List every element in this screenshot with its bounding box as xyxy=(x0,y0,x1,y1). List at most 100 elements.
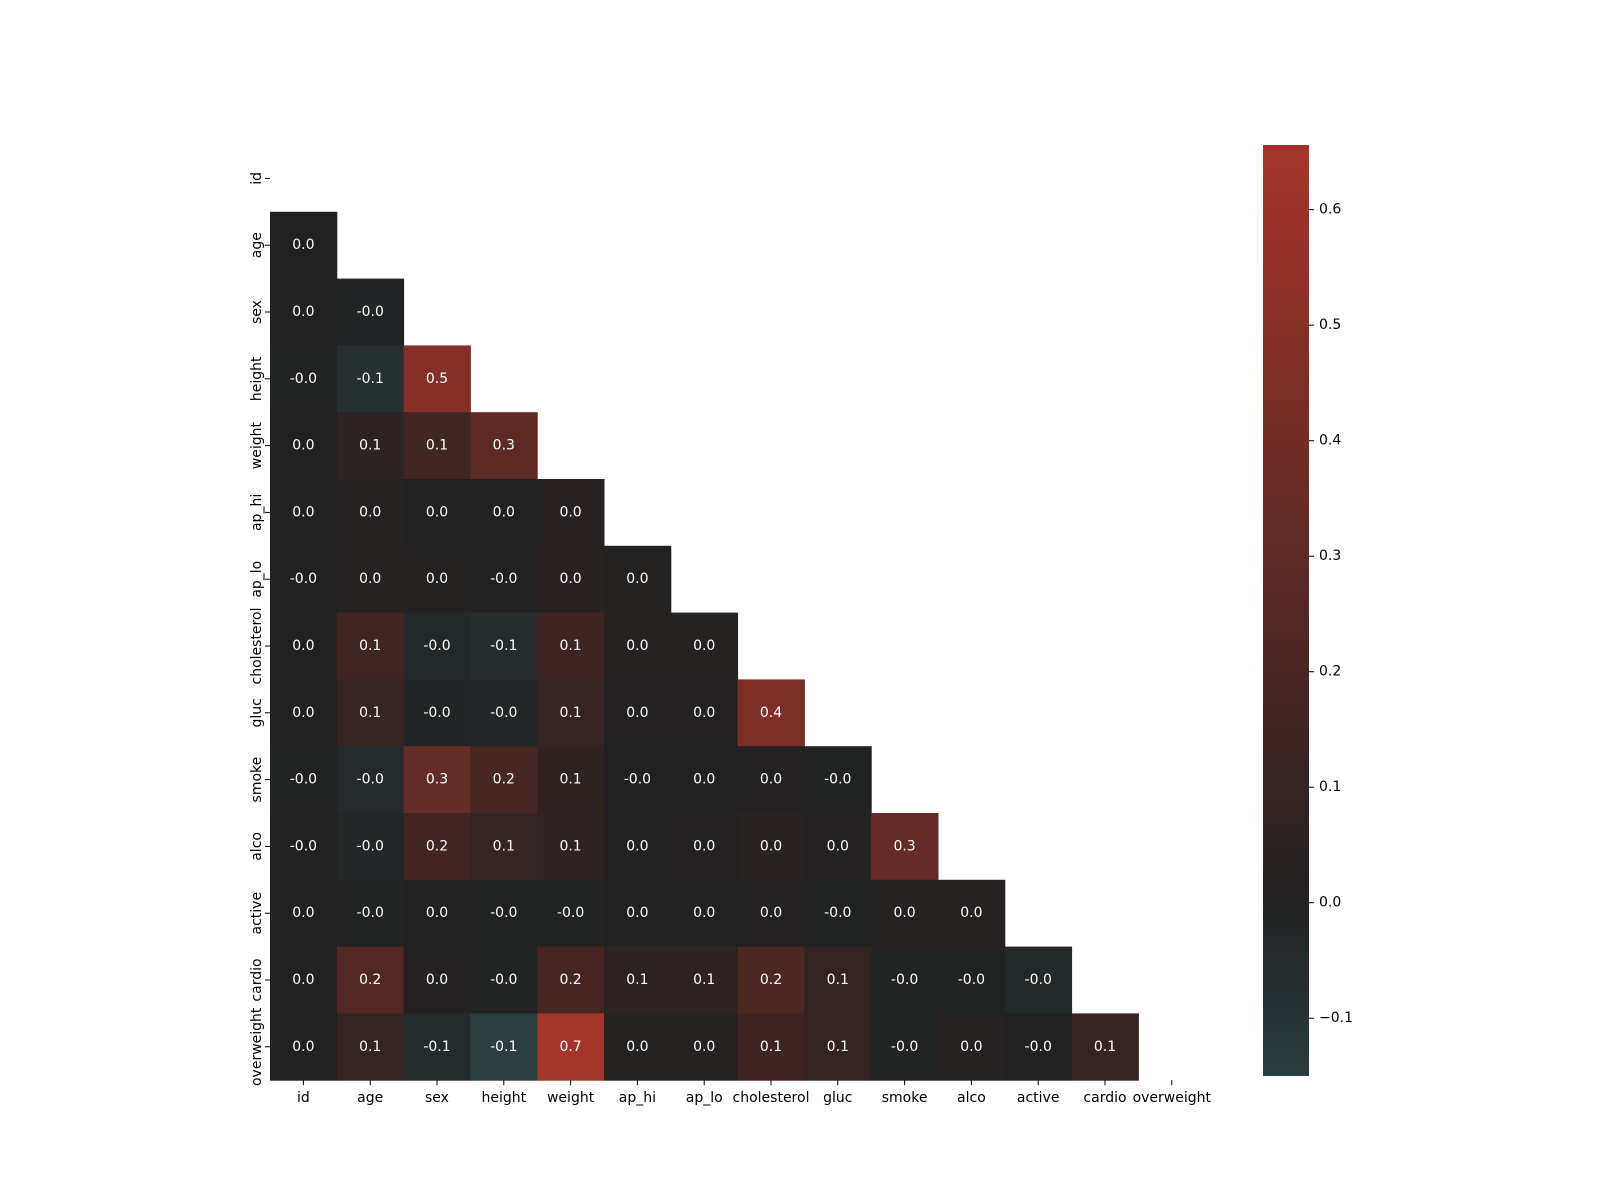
y-tick-label-ap_lo: ap_lo xyxy=(249,561,265,598)
cell-value-label: 0.0 xyxy=(626,705,648,721)
heatmap-cell-alco-smoke xyxy=(871,813,939,881)
cell-value-label: 0.0 xyxy=(426,905,448,921)
cell-value-label: 0.0 xyxy=(626,1039,648,1055)
x-tick-label-alco: alco xyxy=(957,1090,986,1106)
cell-value-label: -0.0 xyxy=(958,972,985,988)
heatmap-cell-overweight-gluc xyxy=(804,1013,872,1081)
cell-value-label: 0.0 xyxy=(760,772,782,788)
cell-value-label: 0.0 xyxy=(626,838,648,854)
heatmap-cell-cardio-weight xyxy=(537,946,605,1014)
heatmap-cell-alco-weight xyxy=(537,813,605,881)
cell-value-label: 0.3 xyxy=(493,438,515,454)
y-tick-label-age: age xyxy=(249,232,265,258)
cell-value-label: -0.0 xyxy=(290,772,317,788)
heatmap-cell-cardio-active xyxy=(1004,946,1073,1014)
cell-value-label: 0.3 xyxy=(426,772,448,788)
cell-value-label: 0.3 xyxy=(893,838,915,854)
heatmap-cell-gluc-age xyxy=(336,679,405,747)
colorbar-tick-label: 0.3 xyxy=(1319,548,1341,564)
heatmap-cell-smoke-gluc xyxy=(804,746,872,814)
y-tick-label-smoke: smoke xyxy=(249,757,265,803)
cell-value-label: 0.0 xyxy=(693,638,715,654)
cell-value-label: 0.0 xyxy=(359,571,381,587)
heatmap-cell-cardio-ap_lo xyxy=(670,946,739,1014)
cell-value-label: 0.0 xyxy=(693,838,715,854)
colorbar: −0.1 0.0 0.1 0.2 0.3 0.4 0.5 0.6 xyxy=(1263,145,1353,1076)
heatmap-cell-gluc-sex xyxy=(403,679,471,747)
cell-value-label: 0.0 xyxy=(292,638,314,654)
heatmap-cell-gluc-weight xyxy=(537,679,605,747)
x-tick-label-cardio: cardio xyxy=(1083,1090,1126,1106)
cell-value-label: 0.0 xyxy=(693,1039,715,1055)
heatmap-cell-cholesterol-weight xyxy=(537,612,605,680)
heatmap-cell-active-sex xyxy=(403,879,471,948)
cell-value-label: 0.2 xyxy=(426,838,448,854)
heatmap-cell-cardio-smoke xyxy=(871,946,939,1014)
cell-value-label: -0.0 xyxy=(490,905,517,921)
cell-value-label: 0.0 xyxy=(292,504,314,520)
heatmap-cell-cardio-id xyxy=(270,946,338,1014)
y-tick-label-height: height xyxy=(249,356,265,401)
heatmap-cell-cholesterol-ap_lo xyxy=(670,612,739,680)
cell-value-label: -0.1 xyxy=(490,638,517,654)
y-tick-label-cholesterol: cholesterol xyxy=(249,608,265,685)
x-tick-label-ap_lo: ap_lo xyxy=(686,1090,723,1106)
cell-value-label: 0.0 xyxy=(292,438,314,454)
cell-value-label: -0.0 xyxy=(1025,1039,1052,1055)
heatmap-cell-cholesterol-ap_hi xyxy=(604,612,672,680)
heatmap-cell-overweight-smoke xyxy=(871,1013,939,1081)
y-tick-label-gluc: gluc xyxy=(249,698,265,727)
cell-value-label: 0.0 xyxy=(559,571,581,587)
heatmap-cell-alco-ap_lo xyxy=(670,813,739,881)
cell-value-label: 0.1 xyxy=(693,972,715,988)
y-tick-label-alco: alco xyxy=(249,832,265,861)
cell-value-label: -0.0 xyxy=(490,972,517,988)
heatmap-cell-ap_hi-height xyxy=(470,479,538,547)
cell-value-label: -0.0 xyxy=(891,972,918,988)
cell-value-label: -0.0 xyxy=(891,1039,918,1055)
cell-value-label: 0.0 xyxy=(626,905,648,921)
cell-value-label: 0.0 xyxy=(626,571,648,587)
cell-value-label: 0.1 xyxy=(626,972,648,988)
heatmap-cell-cardio-age xyxy=(336,946,405,1014)
heatmap-cell-active-gluc xyxy=(804,879,872,948)
heatmap-cell-ap_lo-height xyxy=(470,545,538,614)
colorbar-tick-label: 0.0 xyxy=(1319,895,1341,911)
heatmap-cell-smoke-weight xyxy=(537,746,605,814)
heatmap-cell-active-weight xyxy=(537,879,605,948)
y-tick-label-ap_hi: ap_hi xyxy=(249,494,265,531)
cell-value-label: 0.1 xyxy=(559,705,581,721)
cell-value-label: 0.1 xyxy=(827,972,849,988)
cell-value-label: 0.0 xyxy=(359,504,381,520)
cell-value-label: -0.0 xyxy=(290,838,317,854)
heatmap-cell-weight-height xyxy=(470,412,538,480)
cell-value-label: 0.2 xyxy=(359,972,381,988)
cell-value-label: 0.1 xyxy=(359,438,381,454)
cell-value-label: 0.1 xyxy=(760,1039,782,1055)
heatmap-cell-overweight-age xyxy=(336,1013,405,1081)
cell-value-label: 0.0 xyxy=(760,905,782,921)
y-tick-label-id: id xyxy=(249,172,265,185)
x-tick-label-ap_hi: ap_hi xyxy=(619,1090,656,1106)
heatmap-cell-weight-age xyxy=(336,412,405,480)
cell-value-label: 0.1 xyxy=(359,1039,381,1055)
cell-value-label: -0.0 xyxy=(290,571,317,587)
heatmap-cell-cardio-cholesterol xyxy=(737,946,805,1014)
heatmap-cell-cardio-gluc xyxy=(804,946,872,1014)
heatmap-cell-ap_lo-id xyxy=(270,545,338,614)
y-tick-label-active: active xyxy=(249,892,265,935)
heatmap-cell-active-height xyxy=(470,879,538,948)
heatmap-cell-gluc-ap_lo xyxy=(670,679,739,747)
heatmap-cell-height-sex xyxy=(403,345,471,413)
x-axis-ticks: id age sex height weight ap_hi ap_lo cholestero… xyxy=(297,1080,1212,1106)
cell-value-label: 0.1 xyxy=(359,705,381,721)
cell-value-label: 0.0 xyxy=(292,705,314,721)
heatmap-cell-cholesterol-height xyxy=(470,612,538,680)
heatmap-cell-alco-id xyxy=(270,813,338,881)
cell-value-label: -0.1 xyxy=(423,1039,450,1055)
cell-value-label: 0.0 xyxy=(292,237,314,253)
heatmap-cell-overweight-alco xyxy=(938,1013,1006,1081)
cell-value-label: 0.2 xyxy=(493,772,515,788)
heatmap-cell-height-age xyxy=(336,345,405,413)
cell-value-label: 0.2 xyxy=(760,972,782,988)
